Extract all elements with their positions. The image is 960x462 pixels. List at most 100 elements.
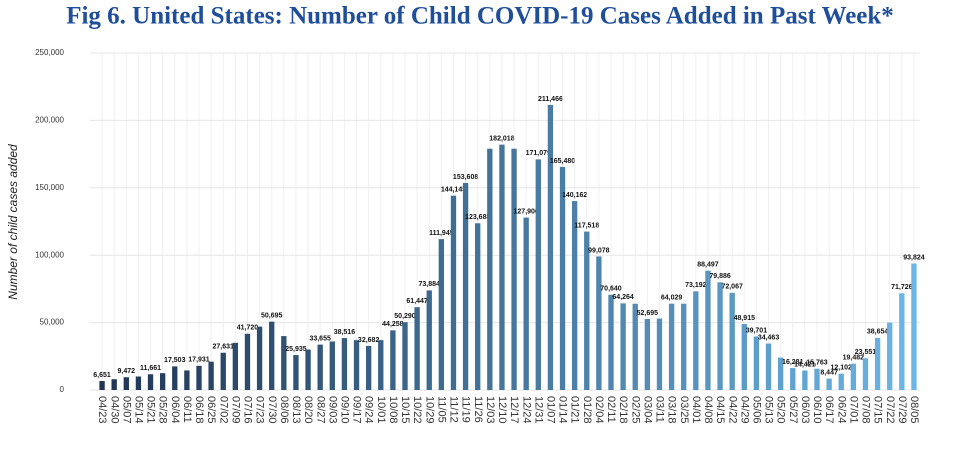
bar <box>378 340 384 390</box>
data-label: 19,482 <box>843 355 865 362</box>
x-tick-label: 06/17 <box>823 396 835 424</box>
data-label: 211,466 <box>538 96 563 103</box>
data-label: 50,695 <box>261 313 283 320</box>
x-tick-label: 01/14 <box>557 396 569 424</box>
x-tick-label: 06/24 <box>835 396 847 424</box>
bar <box>487 148 493 390</box>
bar <box>414 307 420 390</box>
bar <box>656 318 663 390</box>
data-label: 38,516 <box>334 329 356 336</box>
data-label: 71,726 <box>891 284 913 291</box>
bar <box>874 337 881 390</box>
x-tick-label: 05/28 <box>157 396 169 424</box>
x-tick-label: 01/07 <box>545 396 557 424</box>
bar <box>681 303 687 390</box>
x-tick-label: 08/27 <box>314 396 326 424</box>
data-label: 99,078 <box>588 247 610 254</box>
bar <box>353 340 360 390</box>
bar <box>705 270 711 390</box>
x-tick-label: 07/15 <box>872 396 884 424</box>
x-tick-label: 10/01 <box>375 396 387 424</box>
data-label: 72,067 <box>721 284 743 291</box>
bar <box>741 324 747 390</box>
data-label: 70,640 <box>600 286 622 293</box>
x-tick-label: 08/13 <box>290 396 302 424</box>
x-tick-label: 04/23 <box>96 396 108 424</box>
data-label: 48,915 <box>734 315 756 322</box>
data-label: 23,551 <box>855 349 877 356</box>
data-label: 182,018 <box>489 135 514 142</box>
bar <box>475 223 481 390</box>
bar <box>584 231 590 390</box>
bar <box>402 322 408 390</box>
x-tick-label: 07/23 <box>254 396 266 424</box>
x-tick-label: 02/04 <box>593 396 605 424</box>
x-tick-label: 10/29 <box>423 396 435 424</box>
x-tick-label: 02/11 <box>605 396 617 423</box>
x-tick-label: 05/21 <box>145 396 157 424</box>
bar <box>184 370 190 390</box>
bar <box>135 376 142 390</box>
data-label: 8,447 <box>820 369 838 376</box>
bar <box>596 256 602 390</box>
x-tick-label: 06/11 <box>181 396 193 423</box>
data-label: 34,463 <box>758 334 780 341</box>
data-label: 153,608 <box>453 174 478 181</box>
x-tick-label: 10/22 <box>411 396 423 424</box>
x-tick-label: 04/30 <box>108 396 120 424</box>
x-tick-label: 05/13 <box>763 396 775 424</box>
bar <box>777 357 784 390</box>
bar <box>232 342 239 390</box>
x-tick-label: 11/12 <box>448 396 460 423</box>
data-label: 12,102 <box>831 365 853 372</box>
x-tick-label: 03/25 <box>678 396 690 424</box>
bar <box>426 290 432 390</box>
data-label: 27,631 <box>213 344 235 351</box>
data-label: 50,290 <box>394 313 416 320</box>
bar <box>911 263 917 390</box>
bar <box>462 182 469 390</box>
bar <box>838 373 844 390</box>
bar <box>329 341 335 390</box>
data-label: 33,655 <box>309 335 331 342</box>
data-label: 17,503 <box>164 357 186 364</box>
x-tick-label: 08/06 <box>278 396 290 424</box>
x-tick-label: 09/10 <box>339 396 351 424</box>
x-tick-label: 06/04 <box>169 396 181 424</box>
bar <box>814 368 820 390</box>
x-tick-label: 07/30 <box>266 396 278 424</box>
bar <box>899 293 905 390</box>
bar <box>608 294 614 390</box>
x-tick-label: 04/15 <box>714 396 726 424</box>
data-label: 32,682 <box>358 337 380 344</box>
bar <box>499 144 505 390</box>
data-label: 73,192 <box>685 282 707 289</box>
data-label: 61,447 <box>406 298 428 305</box>
bar <box>765 343 772 390</box>
x-tick-label: 04/22 <box>726 396 738 424</box>
bar <box>887 322 893 390</box>
bar <box>172 366 178 390</box>
bar <box>196 365 202 390</box>
x-tick-label: 11/19 <box>460 396 472 423</box>
bar <box>365 345 372 390</box>
x-tick-label: 09/17 <box>351 396 363 424</box>
bar <box>620 303 626 390</box>
x-tick-label: 07/08 <box>860 396 872 424</box>
bar <box>717 282 723 390</box>
x-tick-label: 12/10 <box>496 396 508 424</box>
x-tick-label: 02/25 <box>629 396 641 424</box>
bar <box>693 291 699 390</box>
data-label: 123,688 <box>465 214 490 221</box>
x-tick-label: 07/01 <box>847 396 859 424</box>
data-label: 17,931 <box>188 357 210 364</box>
x-tick-label: 11/26 <box>472 396 484 423</box>
x-tick-label: 08/05 <box>908 396 920 424</box>
data-label: 6,651 <box>93 372 111 379</box>
bar <box>390 330 396 390</box>
x-tick-label: 06/10 <box>811 396 823 424</box>
data-label: 144,145 <box>441 187 466 194</box>
y-axis-label: Number of child cases added <box>6 144 20 300</box>
data-label: 15,763 <box>806 360 828 367</box>
